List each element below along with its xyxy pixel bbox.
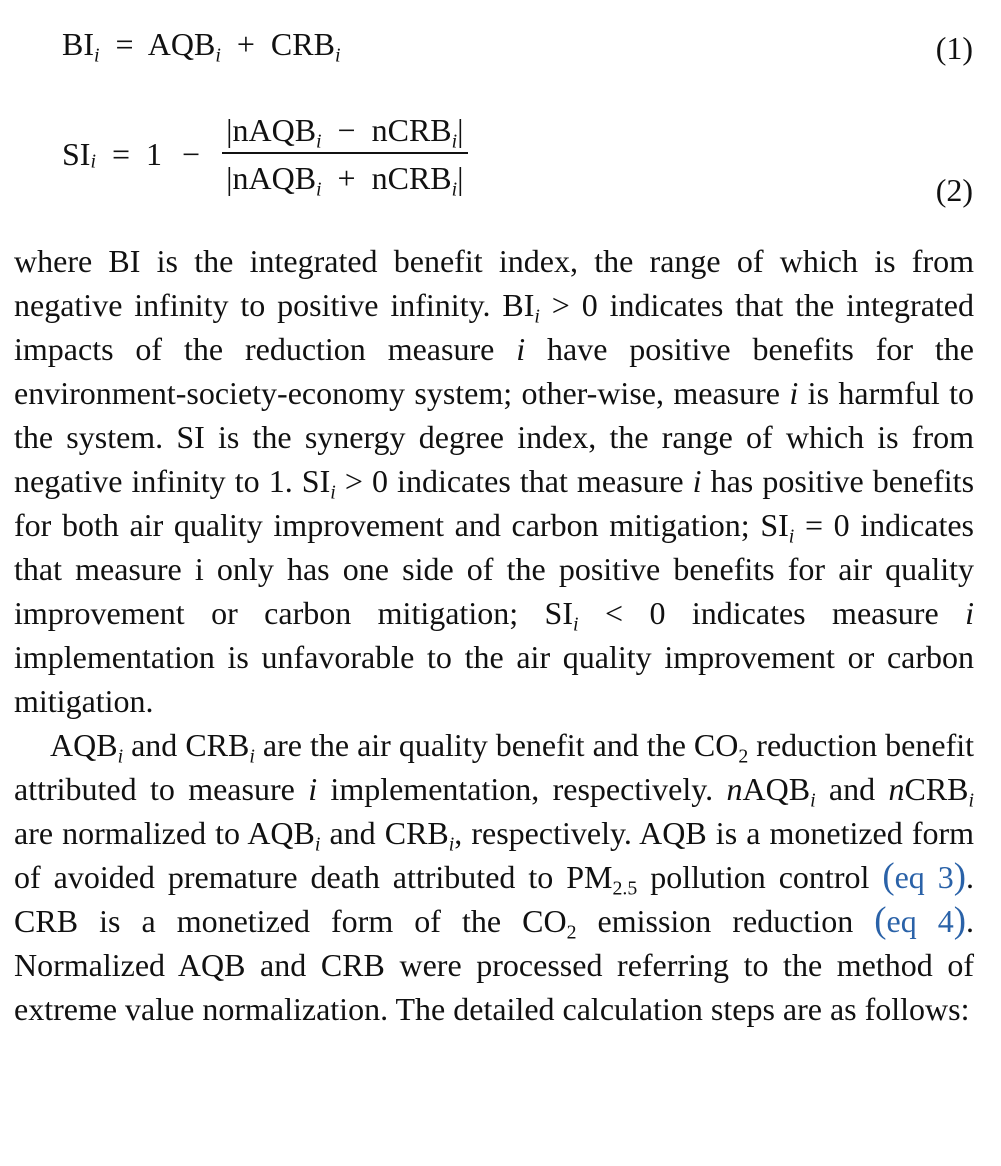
p2-close-paren: ) xyxy=(953,855,967,896)
eq2-den-op: + xyxy=(337,160,356,196)
p1-measure-i: i xyxy=(965,595,975,631)
eq2-den-ncrb-sub: i xyxy=(451,178,458,201)
p1-measure-i: i xyxy=(789,375,799,411)
p1-si-sub: i xyxy=(573,613,579,636)
eq2-num-naqb-sub: i xyxy=(316,130,322,153)
eq2-denominator: |nAQBi + nCRBi| xyxy=(222,154,467,199)
equation-2-number: (2) xyxy=(935,172,973,208)
p2-t11: , respectively. AQB is a monetized form … xyxy=(14,815,975,895)
body-text: where BI is the integrated benefit index… xyxy=(14,239,974,1031)
eq2-num-op: − xyxy=(337,112,356,148)
p2-t10: and CRB xyxy=(320,815,449,851)
eq2-num-ncrb: nCRB xyxy=(371,112,452,148)
eq2-equals: = xyxy=(111,136,131,172)
eq1-term-crb-sub: i xyxy=(334,44,341,67)
p2-t4: reduction benefit attributed to measure xyxy=(14,727,974,807)
equation-1-number: (1) xyxy=(935,30,973,66)
paragraph-2: AQBi and CRBi are the air quality benefi… xyxy=(14,723,974,1031)
p2-pm25-sub: 2.5 xyxy=(612,877,638,900)
p2-t3: are the air quality benefit and the CO xyxy=(254,727,739,763)
eq1-equals: = xyxy=(115,26,134,62)
eq2-minus: − xyxy=(182,136,201,172)
eq2-numerator: |nAQBi − nCRBi| xyxy=(222,112,468,154)
p2-t7: and xyxy=(815,771,889,807)
p2-open-paren: ( xyxy=(882,855,895,896)
eq1-term-aqb-sub: i xyxy=(215,44,221,67)
eq1-term-crb: CRB xyxy=(270,26,335,62)
equation-2: SIi = 1 − |nAQBi − nCRBi| |nAQBi + nCRBi… xyxy=(62,112,468,199)
p2-t13: . CRB is a monetized form of the CO xyxy=(14,859,975,939)
eq2-fraction: |nAQBi − nCRBi| |nAQBi + nCRBi| xyxy=(222,112,468,199)
p1-s6: has positive benefits for both air quali… xyxy=(14,463,975,543)
p2-t9: are normalized to AQB xyxy=(14,815,315,851)
eq2-one: 1 xyxy=(146,136,163,172)
p1-measure-i: i xyxy=(692,463,702,499)
p2-sub: i xyxy=(117,745,124,768)
p1-s7: = 0 indicates that measure i only has on… xyxy=(14,507,975,631)
p1-bi-sub: i xyxy=(534,305,540,328)
p2-t14: emission reduction xyxy=(576,903,875,939)
p2-t6: AQB xyxy=(742,771,811,807)
eq2-den-naqb-sub: i xyxy=(316,178,322,201)
p2-measure-i: i xyxy=(308,771,318,807)
eq-4-link[interactable]: eq 4 xyxy=(886,903,954,939)
p1-measure-i: i xyxy=(516,331,526,367)
p1-s2: > 0 indicates that the integrated impact… xyxy=(14,287,975,367)
p2-t2: and CRB xyxy=(123,727,250,763)
p2-co2-sub: 2 xyxy=(738,745,749,768)
eq2-lhs-sub: i xyxy=(90,150,96,173)
p2-open-paren: ( xyxy=(874,899,887,940)
eq1-lhs-sub: i xyxy=(94,44,100,67)
p2-sub: i xyxy=(810,789,816,812)
eq2-den-naqb: |nAQB xyxy=(226,160,317,196)
paragraph-1: where BI is the integrated benefit index… xyxy=(14,239,974,723)
p2-sub: i xyxy=(968,789,975,812)
p2-co2-sub: 2 xyxy=(566,921,577,944)
p2-t5: implementation, respectively. xyxy=(317,771,727,807)
p2-sub: i xyxy=(314,833,321,856)
eq2-lhs: SI xyxy=(62,136,91,172)
eq2-num-naqb: |nAQB xyxy=(226,112,317,148)
eq1-plus: + xyxy=(236,26,255,62)
eq1-lhs: BI xyxy=(62,26,94,62)
p1-s8: < 0 indicates measure xyxy=(578,595,966,631)
p2-sub: i xyxy=(249,745,255,768)
p2-t12: pollution control xyxy=(637,859,883,895)
p1-si-sub: i xyxy=(788,525,795,548)
eq2-num-bar: | xyxy=(457,112,464,148)
eq2-den-ncrb: nCRB xyxy=(371,160,452,196)
p1-s9: implementation is unfavorable to the air… xyxy=(14,639,974,719)
p1-si-sub: i xyxy=(330,481,336,504)
p1-s1: where BI is the integrated benefit index… xyxy=(14,243,974,323)
eq2-num-ncrb-sub: i xyxy=(451,130,458,153)
eq1-term-aqb: AQB xyxy=(147,26,216,62)
equation-1: BIi = AQBi + CRBi xyxy=(62,26,340,65)
p1-s3: have positive benefits for the environme… xyxy=(14,331,975,411)
p2-t1: AQB xyxy=(50,727,118,763)
p2-t8: CRB xyxy=(904,771,969,807)
eq-3-link[interactable]: eq 3 xyxy=(894,859,954,895)
p2-n-prefix: n xyxy=(726,771,743,807)
p1-s4: is harmful to the system. SI is the syne… xyxy=(14,375,975,499)
p2-close-paren: ) xyxy=(953,899,967,940)
p2-n-prefix: n xyxy=(888,771,905,807)
p2-t15: . Normalized AQB and CRB were processed … xyxy=(14,903,975,1027)
p2-sub: i xyxy=(448,833,455,856)
eq2-den-bar: | xyxy=(457,160,464,196)
p1-s5: > 0 indicates that measure xyxy=(335,463,693,499)
